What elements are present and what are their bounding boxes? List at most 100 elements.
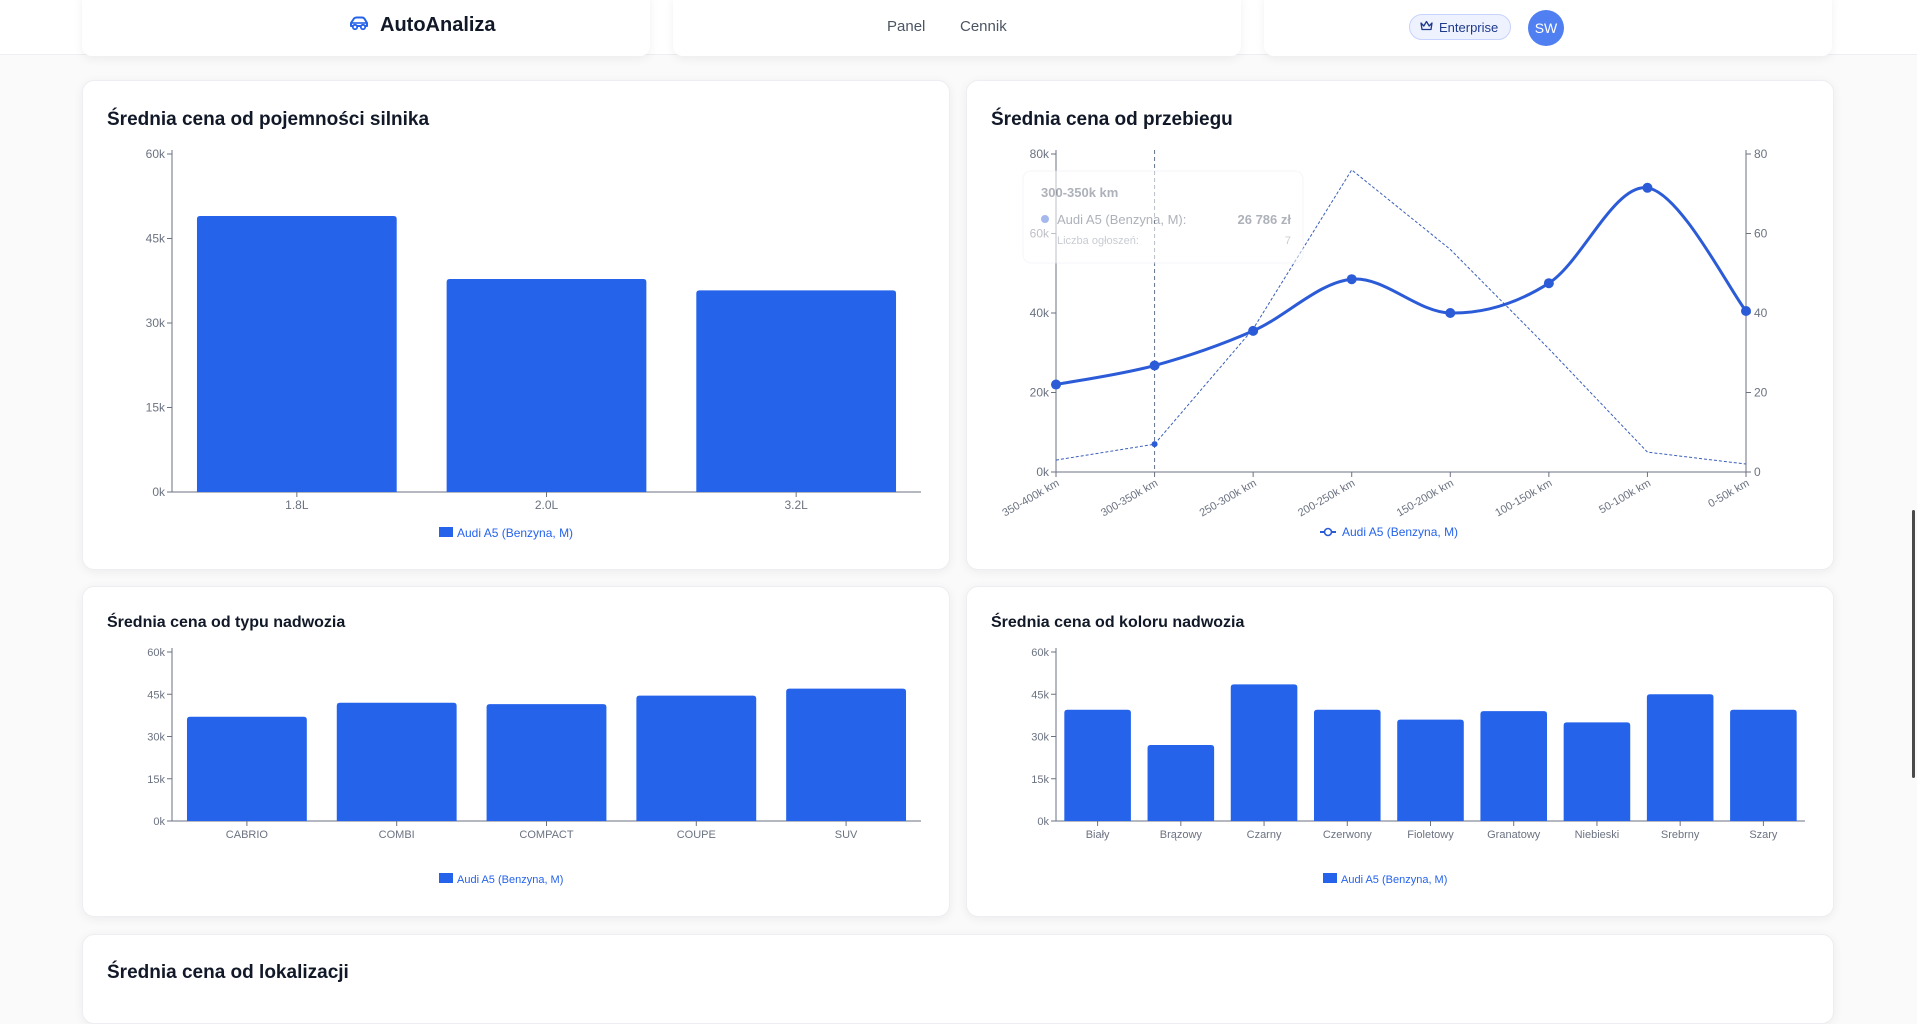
x-tick-label: 250-300k km [1198,477,1259,519]
chart-bar [1147,744,1215,821]
x-tick-label: Brązowy [1160,829,1203,841]
chart-bar [186,716,307,821]
legend-swatch [439,873,453,883]
chart-bar [1480,711,1548,821]
chart-bar [1730,709,1797,821]
chart-card-engine: Średnia cena od pojemności silnika 0k 15k… [82,80,950,570]
chart-card-body-type: Średnia cena od typu nadwozia 0k 15k 30k 45… [82,586,950,917]
x-tick-label: 2.0L [535,498,559,512]
legend-marker [1323,527,1333,537]
x-tick-label: Srebrny [1661,829,1700,841]
x-tick-label: COMPACT [519,829,573,841]
y-tick-label: 0k [1036,465,1050,479]
y-tick-label: 45k [147,689,165,701]
y-tick-label: 30k [146,316,166,330]
y2-tick-label: 40 [1754,306,1768,320]
x-tick-label: 3.2L [784,498,808,512]
brand-logo-link[interactable]: AutoAnaliza [348,14,496,37]
x-tick-label: 350-400k km [1000,477,1061,519]
x-tick-label: SUV [835,829,858,841]
y-tick-label: 60k [147,647,165,659]
legend-label: Audi A5 (Benzyna, M) [1341,874,1447,886]
chart-bar [486,704,607,821]
x-tick-label: Czerwony [1323,829,1372,841]
y-tick-label: 15k [1031,774,1049,786]
card-title: Średnia cena od lokalizacji [107,962,349,983]
secondary-series-line [1055,169,1747,465]
y-tick-label: 60k [146,147,166,161]
y-tick-label: 45k [1031,689,1049,701]
chart-bar [1397,719,1464,821]
y-tick-label: 80k [1030,147,1050,161]
y-tick-label: 15k [146,401,166,415]
chart-bar [636,695,757,821]
avatar-initials: SW [1534,20,1558,36]
chart-bar [336,702,457,821]
chart-tooltip: 300-350k km Audi A5 (Benzyna, M): 26 786 z… [1022,170,1304,264]
tooltip-count-value: 7 [1285,235,1291,247]
x-tick-label: CABRIO [226,829,269,841]
x-tick-label: Granatowy [1487,829,1541,841]
crown-icon [1420,20,1433,35]
legend-label: Audi A5 (Benzyna, M) [1342,525,1458,539]
chart-bar [696,290,897,492]
x-tick-label: COUPE [677,829,716,841]
brand-name: AutoAnaliza [380,14,496,36]
y2-tick-label: 0 [1754,465,1761,479]
y-tick-label: 0k [153,816,165,828]
main-series-point [1741,306,1751,317]
tooltip-title: 300-350k km [1041,185,1118,200]
background-card [673,0,1241,56]
top-navbar: AutoAnaliza Panel Cennik Enterprise SW [0,0,1917,56]
y-tick-label: 30k [147,732,165,744]
secondary-series-point [1151,441,1158,448]
x-tick-label: Szary [1749,829,1778,841]
y-tick-label: 60k [1031,647,1049,659]
user-avatar[interactable]: SW [1528,10,1564,46]
x-tick-label: 1.8L [285,498,309,512]
main-series-point [1346,274,1357,285]
chart-bar [1230,684,1298,821]
x-tick-label: 0-50k km [1706,477,1751,510]
background-card [82,0,650,56]
legend-swatch [439,527,453,537]
legend-label: Audi A5 (Benzyna, M) [457,526,573,540]
card-title: Średnia cena od koloru nadwozia [991,614,1245,631]
tooltip-count-label: Liczba ogłoszeń: [1057,235,1139,247]
x-tick-label: 300-350k km [1099,477,1160,519]
chart-card-color: Średnia cena od koloru nadwozia 0k 15k 30k… [966,586,1834,917]
car-icon [348,15,370,36]
y-tick-label: 30k [1031,732,1049,744]
tooltip-box [1022,170,1304,264]
chart-bar [1064,709,1131,821]
scrollbar-thumb[interactable] [1912,510,1915,778]
x-tick-label: Niebieski [1575,829,1620,841]
y-tick-label: 40k [1030,306,1050,320]
mileage-line-chart: 0k20k40k60k80k020406080350-400k km300-35… [1000,147,1768,539]
legend-swatch [1323,873,1337,883]
x-tick-label: 200-250k km [1296,477,1357,519]
x-tick-label: Fioletowy [1407,829,1454,841]
color-bar-chart: 0k 15k 30k 45k 60k Biały Brązowy Czarny Czerwony… [1031,647,1805,886]
nav-link-panel[interactable]: Panel [887,18,926,35]
tooltip-series-dot [1041,215,1049,223]
x-tick-label: Biały [1086,829,1110,841]
y2-tick-label: 80 [1754,147,1768,161]
x-tick-label: 50-100k km [1597,477,1653,516]
card-title: Średnia cena od pojemności silnika [107,109,430,130]
legend-label: Audi A5 (Benzyna, M) [457,874,563,886]
card-title: Średnia cena od przebiegu [991,109,1233,130]
y-tick-label: 45k [146,232,166,246]
chart-bar [1646,694,1714,821]
x-tick-label: COMBI [379,829,415,841]
chart-bar [1563,722,1631,821]
plan-badge[interactable]: Enterprise [1409,14,1512,40]
main-series-point [1642,182,1653,193]
chart-bar [446,279,647,492]
y2-tick-label: 20 [1754,386,1768,400]
x-tick-label: Czarny [1247,829,1282,841]
tooltip-series-value: 26 786 zł [1238,212,1292,227]
main-series-point [1248,325,1259,336]
chart-bar [196,215,397,492]
nav-link-cennik[interactable]: Cennik [960,18,1007,35]
